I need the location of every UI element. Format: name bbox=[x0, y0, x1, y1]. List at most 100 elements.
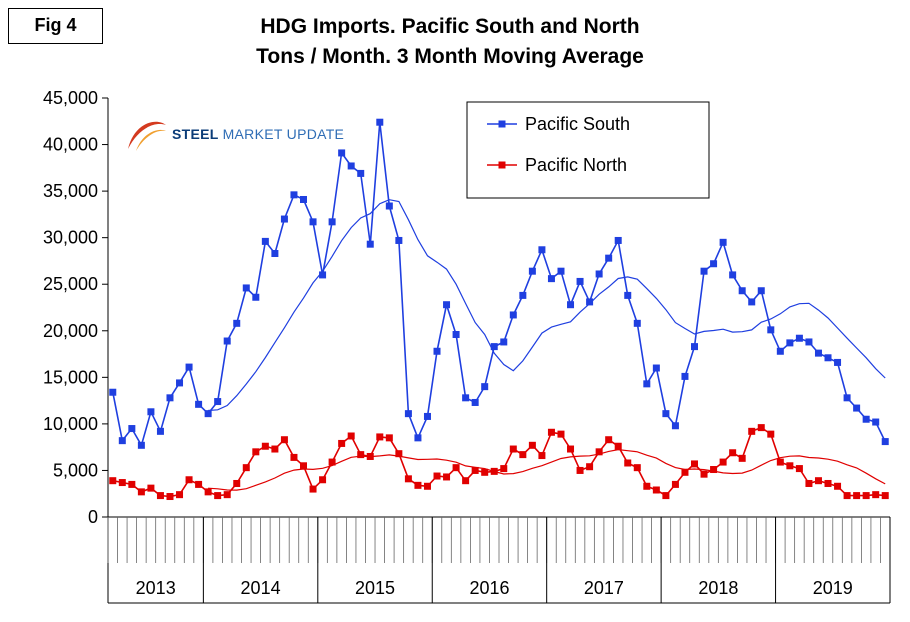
data-point-pacific-north bbox=[137, 488, 145, 496]
data-point-pacific-north bbox=[271, 445, 279, 453]
data-point-pacific-south bbox=[328, 218, 336, 226]
data-point-pacific-north bbox=[633, 464, 641, 472]
data-point-pacific-south bbox=[681, 372, 689, 380]
data-point-pacific-south bbox=[605, 254, 613, 262]
data-point-pacific-north bbox=[385, 434, 393, 442]
year-label: 2016 bbox=[469, 578, 509, 598]
data-point-pacific-south bbox=[462, 394, 470, 402]
data-point-pacific-south bbox=[233, 319, 241, 327]
data-point-pacific-north bbox=[643, 482, 651, 490]
data-point-pacific-south bbox=[280, 215, 288, 223]
data-point-pacific-south bbox=[738, 287, 746, 295]
moving-average-pacific-north bbox=[208, 448, 886, 491]
data-point-pacific-south bbox=[452, 331, 460, 339]
data-point-pacific-south bbox=[433, 347, 441, 355]
data-point-pacific-south bbox=[261, 237, 269, 245]
data-point-pacific-south bbox=[223, 337, 231, 345]
data-point-pacific-north bbox=[376, 433, 384, 441]
data-point-pacific-south bbox=[443, 301, 451, 309]
data-point-pacific-north bbox=[166, 493, 174, 501]
data-point-pacific-north bbox=[605, 436, 613, 444]
data-point-pacific-south bbox=[662, 410, 670, 418]
data-point-pacific-north bbox=[614, 442, 622, 450]
data-point-pacific-south bbox=[814, 349, 822, 357]
data-point-pacific-north bbox=[452, 464, 460, 472]
data-point-pacific-north bbox=[814, 477, 822, 485]
data-point-pacific-north bbox=[738, 454, 746, 462]
data-point-pacific-south bbox=[862, 415, 870, 423]
data-point-pacific-south bbox=[271, 249, 279, 257]
data-point-pacific-south bbox=[204, 410, 212, 418]
moving-average-pacific-south bbox=[208, 199, 886, 412]
data-point-pacific-north bbox=[700, 470, 708, 478]
data-point-pacific-north bbox=[567, 445, 575, 453]
data-point-pacific-south bbox=[624, 291, 632, 299]
data-point-pacific-north bbox=[128, 480, 136, 488]
y-tick-label: 45,000 bbox=[43, 88, 98, 108]
data-point-pacific-north bbox=[691, 460, 698, 468]
data-point-pacific-north bbox=[300, 462, 307, 470]
data-point-pacific-north bbox=[681, 468, 689, 476]
data-point-pacific-south bbox=[176, 379, 184, 387]
logo-word-market-update: MARKET UPDATE bbox=[222, 126, 345, 142]
data-point-pacific-north bbox=[471, 466, 479, 474]
data-point-pacific-south bbox=[128, 425, 136, 433]
y-tick-label: 0 bbox=[88, 507, 98, 527]
data-point-pacific-south bbox=[834, 358, 842, 366]
data-point-pacific-south bbox=[757, 287, 765, 295]
legend-marker bbox=[498, 161, 506, 169]
data-point-pacific-south bbox=[347, 162, 355, 170]
y-tick-label: 10,000 bbox=[43, 414, 98, 434]
data-point-pacific-south bbox=[471, 398, 479, 406]
data-point-pacific-south bbox=[538, 246, 546, 254]
legend-box bbox=[466, 101, 710, 199]
data-point-pacific-north bbox=[357, 451, 365, 459]
data-point-pacific-north bbox=[528, 441, 536, 449]
y-tick-label: 20,000 bbox=[43, 321, 98, 341]
data-point-pacific-north bbox=[710, 466, 718, 474]
data-point-pacific-south bbox=[643, 380, 651, 388]
data-point-pacific-north bbox=[881, 492, 889, 500]
data-point-pacific-south bbox=[509, 311, 517, 319]
data-point-pacific-south bbox=[519, 291, 527, 299]
data-point-pacific-south bbox=[481, 383, 489, 391]
y-tick-label: 30,000 bbox=[43, 228, 98, 248]
data-point-pacific-south bbox=[595, 270, 603, 278]
data-point-pacific-south bbox=[586, 298, 594, 306]
data-point-pacific-north bbox=[795, 465, 803, 473]
series-line-pacific-south bbox=[112, 122, 886, 448]
data-point-pacific-north bbox=[366, 452, 374, 460]
data-point-pacific-north bbox=[252, 448, 260, 456]
data-point-pacific-north bbox=[872, 491, 880, 499]
year-label: 2019 bbox=[813, 578, 853, 598]
axes: 0 5,000 10,000 15,000 20,000 25,000 30,000 35,0… bbox=[43, 88, 891, 604]
data-point-pacific-north bbox=[309, 485, 317, 493]
data-point-pacific-north bbox=[624, 459, 632, 467]
data-point-pacific-south bbox=[290, 191, 298, 199]
data-point-pacific-south bbox=[795, 334, 803, 342]
data-point-pacific-south bbox=[252, 293, 260, 301]
data-point-pacific-north bbox=[853, 492, 861, 500]
data-point-pacific-north bbox=[176, 491, 184, 499]
year-label: 2014 bbox=[241, 578, 281, 598]
data-point-pacific-north bbox=[490, 467, 498, 475]
data-point-pacific-south bbox=[853, 404, 861, 412]
data-point-pacific-south bbox=[872, 418, 880, 426]
chart-title-line-2: Tons / Month. 3 Month Moving Average bbox=[256, 45, 644, 68]
y-tick-label: 15,000 bbox=[43, 367, 98, 387]
data-point-pacific-north bbox=[233, 479, 241, 487]
data-point-pacific-north bbox=[242, 464, 250, 472]
data-point-pacific-south bbox=[137, 441, 145, 449]
data-point-pacific-north bbox=[662, 492, 670, 500]
data-point-pacific-south bbox=[805, 338, 813, 346]
data-point-pacific-north bbox=[805, 479, 813, 487]
data-point-pacific-north bbox=[214, 492, 222, 500]
data-point-pacific-north bbox=[757, 424, 765, 432]
year-label: 2013 bbox=[136, 578, 176, 598]
data-point-pacific-south bbox=[786, 339, 794, 347]
legend-marker bbox=[498, 120, 506, 128]
data-point-pacific-north bbox=[433, 472, 441, 480]
moving-average-lines bbox=[208, 199, 886, 491]
y-tick-label: 35,000 bbox=[43, 181, 98, 201]
data-point-pacific-north bbox=[280, 436, 288, 444]
